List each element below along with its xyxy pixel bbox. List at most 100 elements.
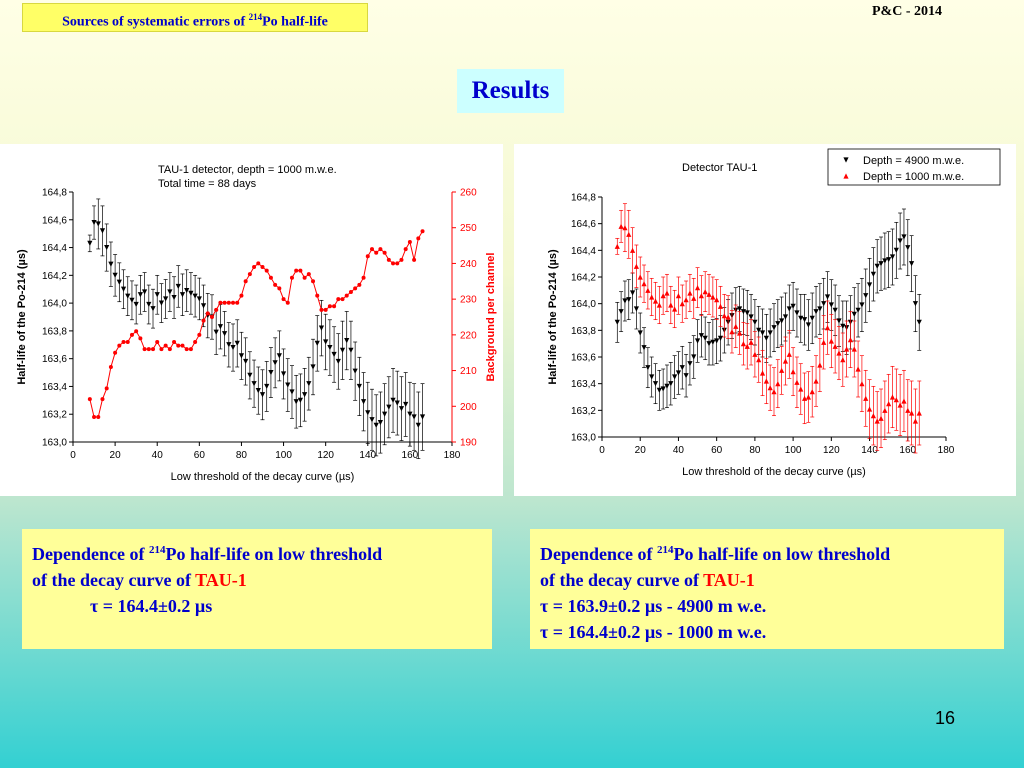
data-point	[196, 296, 202, 302]
background-point	[399, 257, 404, 262]
data-point	[618, 309, 624, 315]
data-point	[752, 351, 758, 357]
data-point	[268, 369, 274, 376]
data-point	[137, 292, 143, 298]
detector-name: TAU-1	[703, 570, 755, 590]
data-point	[870, 413, 876, 419]
data-point	[767, 385, 773, 391]
data-point	[626, 231, 632, 237]
data-point	[184, 288, 190, 294]
data-point	[365, 410, 371, 416]
section-title-box: Sources of systematic errors of 214Po ha…	[22, 3, 368, 32]
data-point	[390, 397, 396, 403]
data-point	[878, 261, 884, 267]
background-point	[104, 386, 109, 391]
data-point	[360, 399, 367, 405]
background-point	[239, 293, 244, 298]
data-point	[377, 419, 384, 426]
data-point	[886, 257, 892, 263]
background-point	[159, 347, 164, 352]
data-point	[759, 330, 766, 336]
background-point	[163, 343, 168, 348]
data-point	[104, 244, 110, 251]
caption-text: of the decay curve of	[540, 570, 704, 590]
data-point	[801, 317, 808, 323]
caption-right: Dependence of 214Po half-life on low thr…	[530, 529, 1004, 649]
data-point	[909, 261, 915, 267]
data-point	[782, 358, 789, 364]
chart-left: 163,0 163,2 163,4 163,6 163,8 164,0 164,2 164,4…	[16, 164, 497, 483]
data-point	[905, 407, 911, 413]
data-point	[882, 407, 888, 413]
data-point	[637, 274, 643, 280]
background-point	[247, 272, 252, 277]
data-point	[893, 247, 899, 253]
data-point	[763, 378, 769, 384]
y-tick-label: 164,6	[42, 215, 67, 226]
data-point	[251, 381, 257, 387]
y-tick-label: 164,4	[42, 243, 67, 254]
data-point	[775, 381, 781, 387]
data-point	[863, 395, 869, 401]
data-point	[817, 306, 823, 312]
data-point	[744, 343, 750, 349]
background-point	[285, 300, 290, 305]
background-point	[125, 340, 130, 344]
data-point	[419, 414, 426, 420]
background-point	[306, 272, 311, 277]
y-tick-label: 164,2	[42, 271, 67, 282]
data-point	[779, 367, 785, 373]
data-point	[633, 263, 639, 269]
data-point	[771, 325, 777, 331]
data-point	[217, 324, 223, 330]
background-point	[348, 290, 353, 294]
data-point	[116, 279, 122, 285]
background-point	[357, 282, 362, 287]
data-point	[672, 374, 678, 380]
data-point	[779, 318, 785, 324]
x-tick-label: 100	[785, 445, 802, 456]
background-point	[268, 275, 273, 280]
results-heading: Results	[457, 69, 564, 113]
data-point	[386, 404, 392, 410]
data-point	[794, 310, 800, 316]
data-point	[129, 297, 135, 303]
data-point	[798, 315, 804, 321]
background-point	[281, 297, 286, 302]
background-point	[129, 332, 134, 337]
data-point	[855, 366, 861, 372]
data-point	[141, 289, 148, 295]
background-point	[378, 247, 383, 252]
data-point	[752, 319, 758, 325]
background-point	[256, 261, 261, 266]
data-point	[652, 298, 659, 304]
chart-annotation: Total time = 88 days	[158, 178, 257, 190]
data-point	[356, 383, 362, 390]
data-point	[790, 303, 796, 309]
data-point	[901, 234, 907, 240]
data-point	[323, 339, 329, 345]
data-point	[179, 292, 186, 298]
data-point	[687, 361, 693, 367]
data-point	[794, 379, 800, 385]
data-point	[851, 346, 857, 352]
data-point	[664, 290, 670, 296]
data-point	[721, 313, 727, 319]
background-point	[226, 300, 231, 305]
data-point	[272, 360, 278, 366]
background-point	[294, 268, 299, 273]
data-point	[188, 290, 194, 296]
data-point	[668, 302, 674, 308]
data-point	[99, 228, 106, 234]
data-point	[352, 368, 358, 374]
y2-tick-label: 250	[460, 223, 477, 234]
caption-text: Dependence of	[540, 544, 657, 564]
data-point	[293, 399, 299, 405]
data-point	[790, 369, 796, 375]
background-point	[302, 275, 307, 280]
background-point	[344, 293, 349, 298]
x-tick-label: 40	[673, 445, 685, 456]
data-point	[146, 301, 152, 308]
caption-right-line4: τ = 164.4±0.2 µs - 1000 m w.e.	[540, 619, 994, 645]
background-point	[289, 275, 294, 280]
